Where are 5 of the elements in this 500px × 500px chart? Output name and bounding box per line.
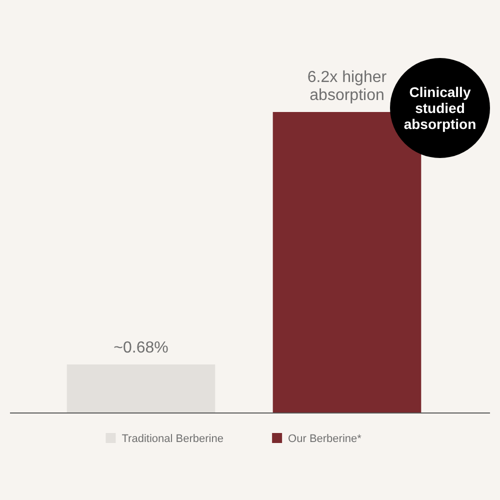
- legend-label: Our Berberine*: [288, 433, 362, 445]
- annotation: Clinically studied absorption: [404, 84, 476, 132]
- legend-label: Traditional Berberine: [122, 433, 224, 445]
- data-label: ~0.68%: [114, 339, 168, 356]
- annotation: 6.2x higher absorption: [307, 69, 388, 104]
